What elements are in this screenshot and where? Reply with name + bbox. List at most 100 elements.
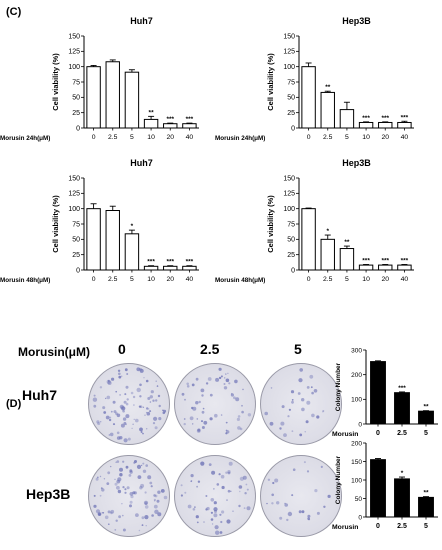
- x-axis-prefix: Morusin: [332, 431, 358, 438]
- bar: [418, 410, 434, 425]
- y-tick-label: 50: [355, 496, 363, 503]
- y-tick-label: 300: [351, 347, 362, 354]
- y-tick-label: 25: [287, 252, 295, 259]
- chart-title: Hep3B: [342, 158, 371, 168]
- y-tick-label: 150: [68, 175, 80, 182]
- y-tick-label: 0: [76, 125, 80, 132]
- x-tick-label: 10: [362, 276, 370, 283]
- bar: [182, 123, 197, 129]
- y-tick-label: 75: [72, 79, 80, 86]
- y-tick-label: 125: [283, 49, 295, 56]
- y-tick-label: 50: [287, 95, 295, 102]
- significance-label: *: [401, 470, 404, 477]
- x-tick-label: 2.5: [397, 430, 407, 437]
- x-tick-label: 0: [92, 134, 96, 141]
- x-tick-label: 5: [345, 134, 349, 141]
- panel-label-c: (C): [6, 6, 22, 18]
- x-tick-label: 20: [166, 276, 174, 283]
- x-axis-prefix: Morusin 24h(μM): [215, 135, 265, 142]
- y-axis-label: Cell viability (%): [266, 195, 275, 253]
- colony-dish-huh7-2-5: [174, 363, 256, 445]
- x-tick-label: 0: [92, 276, 96, 283]
- significance-label: **: [423, 490, 429, 497]
- row-label-hep3b: Hep3B: [26, 486, 71, 502]
- y-tick-label: 100: [351, 397, 362, 404]
- y-tick-label: 100: [283, 206, 295, 213]
- bar: [358, 121, 374, 129]
- y-axis-label: Cell viability (%): [266, 53, 275, 111]
- x-tick-label: 5: [130, 134, 134, 141]
- x-tick-label: 40: [401, 134, 409, 141]
- panel-label-d: (D): [6, 398, 22, 410]
- colony-speckles: [181, 367, 252, 435]
- colony-dish-huh7-5: [260, 363, 342, 445]
- y-tick-label: 25: [72, 110, 80, 117]
- colony-dose-title: Morusin(μM): [18, 345, 90, 359]
- y-tick-label: 100: [283, 64, 295, 71]
- significance-label: *: [326, 228, 329, 235]
- colony-speckles: [180, 461, 251, 535]
- x-tick-label: 10: [147, 134, 155, 141]
- y-tick-label: 100: [68, 64, 80, 71]
- x-tick-label: 0: [307, 276, 311, 283]
- significance-label: ***: [147, 259, 155, 266]
- y-tick-label: 0: [358, 421, 362, 428]
- bar: [301, 66, 316, 129]
- y-tick-label: 50: [72, 95, 80, 102]
- bar: [394, 392, 410, 425]
- significance-label: ***: [401, 114, 409, 121]
- bar: [370, 459, 386, 518]
- significance-label: **: [423, 404, 429, 411]
- significance-label: **: [344, 239, 350, 246]
- x-axis-prefix: Morusin 48h(μM): [215, 277, 265, 284]
- y-tick-label: 100: [68, 206, 80, 213]
- y-tick-label: 25: [72, 252, 80, 259]
- bar: [339, 248, 355, 271]
- significance-label: ***: [166, 259, 174, 266]
- y-tick-label: 75: [287, 221, 295, 228]
- significance-label: ***: [398, 385, 406, 392]
- colony-speckles: [266, 461, 331, 522]
- bar: [418, 496, 434, 518]
- bar: [358, 264, 374, 271]
- colony-speckles: [93, 460, 168, 532]
- bar: [378, 264, 393, 271]
- row-label-huh7: Huh7: [22, 387, 57, 403]
- colony-dish-hep3b-0: [88, 455, 170, 537]
- colony-dose-0: 0: [118, 341, 126, 357]
- chart-title: Huh7: [130, 16, 153, 26]
- bar: [182, 265, 197, 271]
- bar: [163, 123, 178, 129]
- x-tick-label: 20: [381, 134, 389, 141]
- x-tick-label: 40: [186, 276, 194, 283]
- x-tick-label: 0: [307, 134, 311, 141]
- y-axis-label: Cell viability (%): [51, 53, 60, 111]
- bar: [105, 61, 120, 129]
- y-tick-label: 125: [283, 191, 295, 198]
- bar: [320, 238, 335, 271]
- y-axis-label: Colony Number: [335, 455, 342, 504]
- y-tick-label: 150: [283, 175, 295, 182]
- x-tick-label: 2.5: [108, 134, 118, 141]
- x-tick-label: 20: [166, 134, 174, 141]
- y-tick-label: 200: [351, 372, 362, 379]
- y-tick-label: 125: [68, 49, 80, 56]
- y-tick-label: 200: [351, 440, 362, 447]
- y-tick-label: 75: [72, 221, 80, 228]
- bar: [143, 118, 159, 129]
- bar: [86, 208, 101, 271]
- x-tick-label: 5: [424, 430, 428, 437]
- bar: [370, 361, 386, 425]
- bar: [378, 121, 393, 129]
- significance-label: ***: [186, 116, 194, 123]
- x-tick-label: 2.5: [397, 523, 407, 530]
- bar: [301, 208, 316, 271]
- x-tick-label: 20: [381, 276, 389, 283]
- y-tick-label: 150: [68, 33, 80, 40]
- chart-title: Hep3B: [342, 16, 371, 26]
- significance-label: ***: [362, 115, 370, 122]
